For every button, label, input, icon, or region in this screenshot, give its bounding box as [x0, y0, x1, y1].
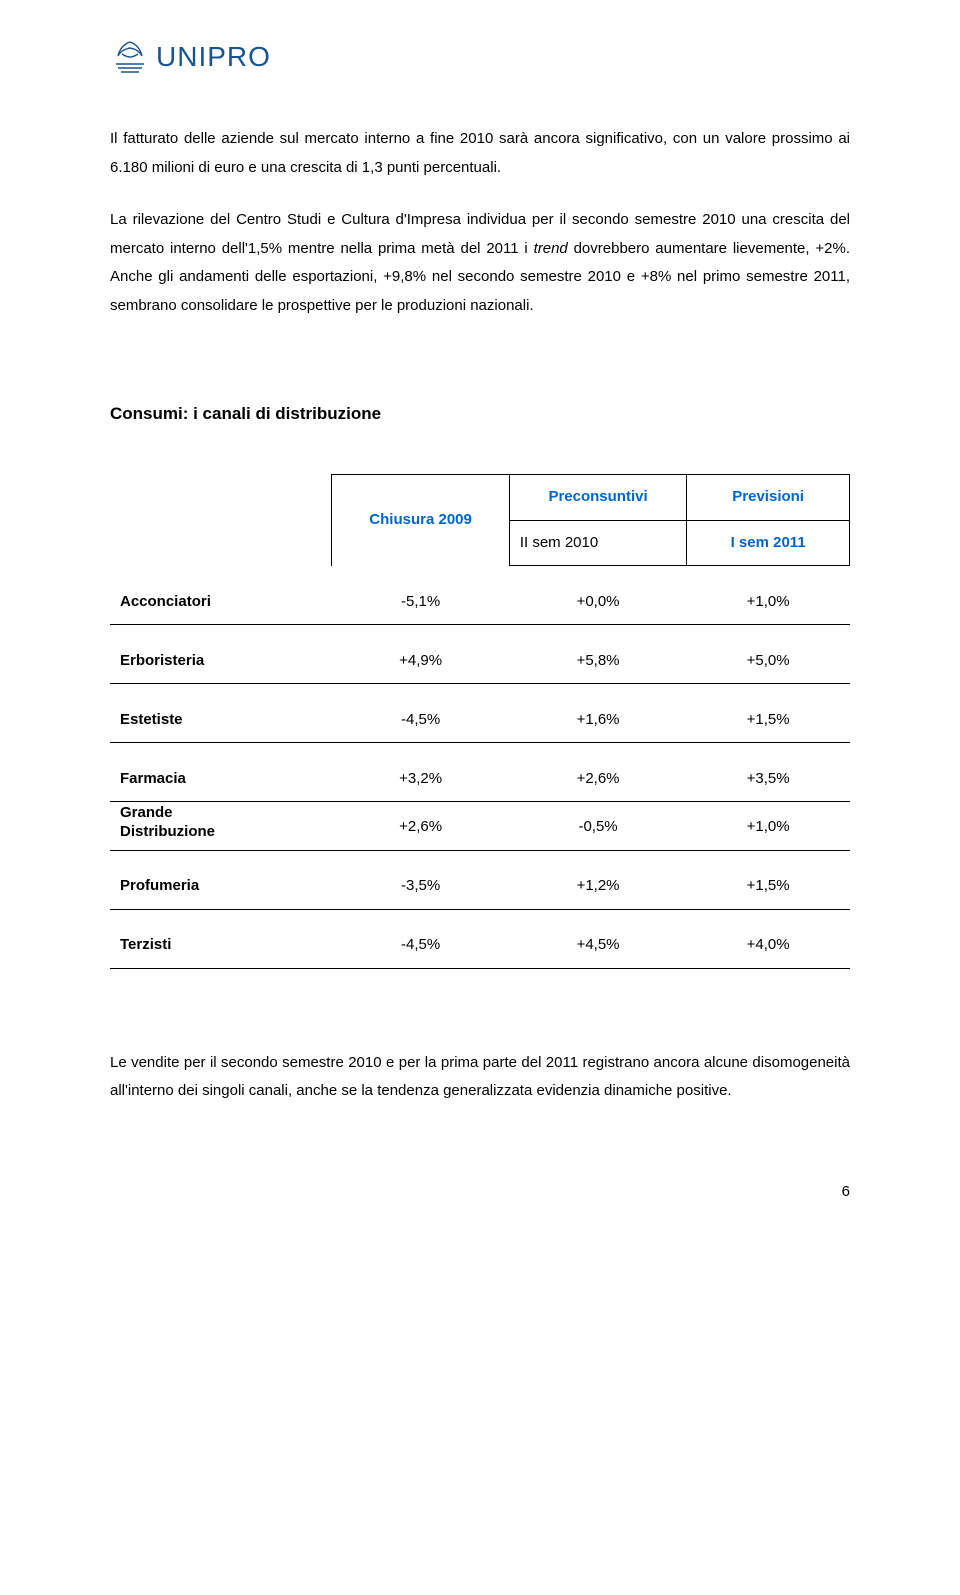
table-row: Acconciatori -5,1% +0,0% +1,0%: [110, 580, 850, 625]
row-label: Grande Distribuzione: [110, 802, 332, 851]
row-label-line1: Grande: [120, 804, 173, 821]
row-val: +1,5%: [687, 864, 850, 909]
row-val: -0,5%: [509, 802, 686, 851]
row-val: -4,5%: [332, 698, 509, 743]
row-val: +1,0%: [687, 802, 850, 851]
row-label: Acconciatori: [110, 580, 332, 625]
table-row: Estetiste -4,5% +1,6% +1,5%: [110, 698, 850, 743]
row-label: Erboristeria: [110, 639, 332, 684]
row-val: +5,0%: [687, 639, 850, 684]
eagle-icon: [110, 38, 150, 76]
table-row: Grande Distribuzione +2,6% -0,5% +1,0%: [110, 802, 850, 851]
paragraph-1: Il fatturato delle aziende sul mercato i…: [110, 125, 850, 182]
row-val: +3,2%: [332, 757, 509, 802]
row-val: +1,2%: [509, 864, 686, 909]
table-header-row-1: Chiusura 2009 Preconsuntivi Previsioni: [110, 475, 850, 521]
row-label: Terzisti: [110, 923, 332, 968]
logo-text: UNIPRO: [156, 30, 271, 83]
row-val: +2,6%: [509, 757, 686, 802]
page-number: 6: [110, 1178, 850, 1207]
col-chiusura: Chiusura 2009: [332, 475, 509, 566]
row-label: Farmacia: [110, 757, 332, 802]
row-val: +1,0%: [687, 580, 850, 625]
col-preconsuntivi: Preconsuntivi: [509, 475, 686, 521]
row-val: +4,5%: [509, 923, 686, 968]
row-val: +4,0%: [687, 923, 850, 968]
row-val: +1,6%: [509, 698, 686, 743]
paragraph-2-italic: trend: [534, 240, 568, 257]
col-previsioni: Previsioni: [687, 475, 850, 521]
table-row: Farmacia +3,2% +2,6% +3,5%: [110, 757, 850, 802]
row-val: +3,5%: [687, 757, 850, 802]
row-label-line2: Distribuzione: [120, 823, 215, 840]
distribution-table: Chiusura 2009 Preconsuntivi Previsioni I…: [110, 474, 850, 969]
row-label: Estetiste: [110, 698, 332, 743]
table-row: Terzisti -4,5% +4,5% +4,0%: [110, 923, 850, 968]
row-val: +1,5%: [687, 698, 850, 743]
row-val: -5,1%: [332, 580, 509, 625]
row-val: +4,9%: [332, 639, 509, 684]
col-ii-sem-2010: II sem 2010: [509, 520, 686, 566]
table-row: Profumeria -3,5% +1,2% +1,5%: [110, 864, 850, 909]
row-val: -3,5%: [332, 864, 509, 909]
row-val: +5,8%: [509, 639, 686, 684]
closing-paragraph: Le vendite per il secondo semestre 2010 …: [110, 1049, 850, 1106]
row-val: -4,5%: [332, 923, 509, 968]
col-i-sem-2011: I sem 2011: [687, 520, 850, 566]
row-label: Profumeria: [110, 864, 332, 909]
logo: UNIPRO: [110, 30, 850, 83]
row-val: +2,6%: [332, 802, 509, 851]
section-title: Consumi: i canali di distribuzione: [110, 398, 850, 430]
row-val: +0,0%: [509, 580, 686, 625]
paragraph-2: La rilevazione del Centro Studi e Cultur…: [110, 206, 850, 320]
table-row: Erboristeria +4,9% +5,8% +5,0%: [110, 639, 850, 684]
